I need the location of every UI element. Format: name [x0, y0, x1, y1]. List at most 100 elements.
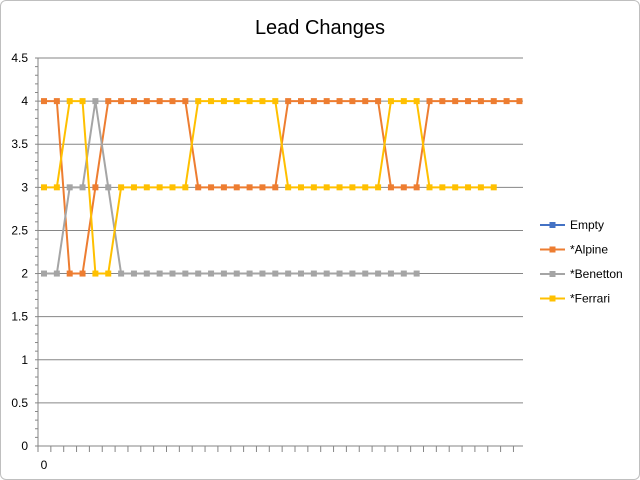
legend-marker	[549, 246, 556, 253]
y-tick-label: 1	[21, 353, 28, 367]
legend-marker	[549, 222, 556, 228]
data-point	[400, 98, 407, 105]
data-point	[285, 270, 292, 277]
data-point	[310, 184, 317, 191]
legend: Empty *Alpine *Benetton *Ferrari	[540, 218, 623, 306]
legend-entry: *Benetton	[540, 267, 623, 281]
data-point	[477, 98, 484, 105]
data-point	[92, 270, 99, 277]
data-point	[516, 98, 523, 105]
data-point	[336, 184, 343, 191]
data-point	[465, 184, 472, 191]
data-point	[182, 184, 189, 191]
data-point	[208, 98, 215, 105]
data-point	[66, 270, 73, 277]
data-point	[285, 184, 292, 191]
data-point	[118, 98, 125, 105]
data-point	[336, 98, 343, 105]
data-point	[53, 184, 60, 191]
data-point	[105, 270, 112, 277]
series-line-ferrari	[44, 100, 494, 275]
data-point	[208, 184, 215, 191]
legend-entry: Empty	[540, 218, 604, 232]
data-point	[413, 98, 420, 105]
legend-marker	[549, 295, 556, 302]
data-point	[259, 184, 266, 191]
data-point	[490, 184, 497, 191]
data-point	[259, 270, 266, 277]
data-point	[465, 98, 472, 105]
data-point	[92, 184, 99, 191]
axes: 0 0.5 1 1.5 2 2.5 3 3.5 4 4.5 0	[11, 51, 523, 472]
data-point	[220, 270, 227, 277]
data-point	[323, 270, 330, 277]
data-point	[41, 270, 47, 277]
data-point	[452, 98, 459, 105]
data-point	[323, 98, 330, 105]
data-point	[285, 98, 292, 105]
legend-entry: *Ferrari	[540, 292, 610, 306]
data-point	[349, 184, 356, 191]
series-benetton	[41, 98, 420, 277]
data-point	[400, 184, 407, 191]
data-point	[182, 98, 189, 105]
data-point	[246, 184, 253, 191]
data-point	[426, 184, 433, 191]
data-point	[246, 98, 253, 105]
data-point	[195, 184, 202, 191]
gridlines	[38, 57, 523, 404]
data-point	[298, 184, 304, 191]
data-point	[143, 270, 150, 277]
y-tick-label: 2	[21, 267, 28, 281]
y-tick-label: 0.5	[11, 396, 28, 410]
data-point	[118, 270, 125, 277]
data-point	[220, 184, 227, 191]
data-point	[79, 184, 86, 191]
data-point	[130, 270, 137, 277]
data-point	[375, 98, 382, 105]
y-tick-label: 2.5	[11, 223, 28, 237]
data-point	[41, 98, 47, 105]
y-tick-label: 4	[21, 94, 28, 108]
y-tick-label: 0	[21, 439, 28, 453]
data-point	[413, 184, 420, 191]
data-point	[362, 98, 369, 105]
data-point	[66, 184, 73, 191]
data-point	[362, 184, 369, 191]
legend-label: Empty	[570, 218, 604, 232]
data-point	[195, 98, 202, 105]
data-point	[169, 184, 176, 191]
data-point	[272, 184, 279, 191]
data-point	[349, 98, 356, 105]
data-point	[156, 184, 163, 191]
data-point	[130, 98, 137, 105]
data-point	[477, 184, 484, 191]
data-point	[272, 270, 279, 277]
y-tick-label: 4.5	[11, 51, 28, 65]
data-point	[92, 98, 99, 105]
chart-title: Lead Changes	[255, 17, 385, 39]
data-point	[53, 270, 60, 277]
data-point	[169, 98, 176, 105]
y-tick-label: 1.5	[11, 310, 28, 324]
data-point	[298, 270, 304, 277]
legend-marker	[549, 271, 556, 277]
data-point	[118, 184, 125, 191]
data-point	[208, 270, 215, 277]
data-point	[195, 270, 202, 277]
data-point	[400, 270, 407, 277]
data-point	[413, 270, 420, 277]
data-point	[233, 270, 240, 277]
legend-label: *Alpine	[570, 243, 608, 257]
data-point	[490, 98, 497, 105]
data-point	[79, 270, 86, 277]
data-point	[439, 184, 446, 191]
data-point	[452, 184, 459, 191]
legend-label: *Benetton	[570, 267, 623, 281]
data-point	[220, 98, 227, 105]
data-point	[41, 184, 47, 191]
data-point	[426, 98, 433, 105]
data-point	[143, 184, 150, 191]
